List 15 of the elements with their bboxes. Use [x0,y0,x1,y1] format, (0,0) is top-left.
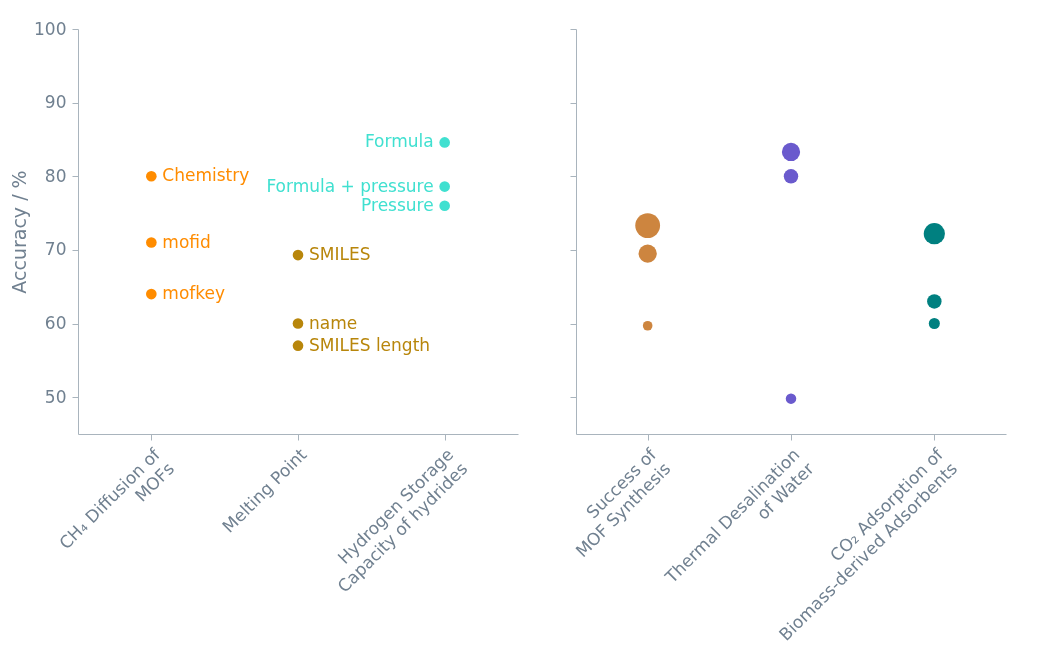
series-label: mofid [162,231,211,252]
series-label: SMILES [309,244,371,265]
series-label: Formula [364,131,434,152]
y-tick-label: 80 [44,165,67,186]
y-tick-label: 100 [34,18,67,39]
series-label: SMILES length [309,334,431,355]
y-tick-label: 90 [44,92,67,113]
series-label: Formula + pressure [266,175,434,196]
y-axis-title: Accuracy / % [8,170,31,294]
series-label: Chemistry [162,165,250,186]
series-label: name [309,312,358,333]
y-tick-label: 70 [44,239,67,260]
y-tick-label: 50 [44,386,67,407]
y-tick-label: 60 [44,313,67,334]
series-label: mofkey [162,283,226,304]
